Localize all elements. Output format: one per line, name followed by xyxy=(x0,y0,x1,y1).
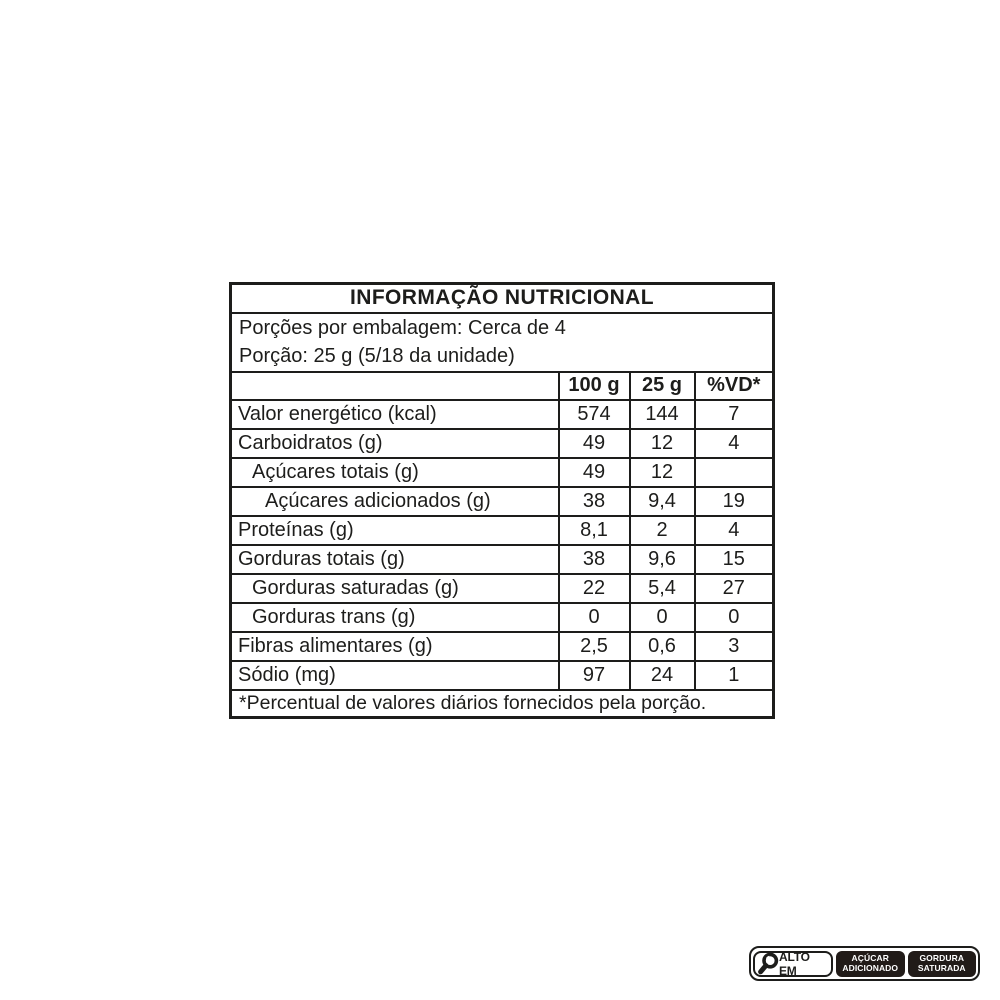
serving-size: Porção: 25 g (5/18 da unidade) xyxy=(239,345,515,367)
table-title-row: INFORMAÇÃO NUTRICIONAL xyxy=(229,282,775,314)
column-header-100g: 100 g xyxy=(557,370,631,401)
value-vd: 7 xyxy=(693,398,775,430)
value-vd: 1 xyxy=(693,659,775,691)
table-row-protein: Proteínas (g) 8,1 2 4 xyxy=(229,514,775,546)
value-100g: 2,5 xyxy=(557,630,631,662)
value-100g: 22 xyxy=(557,572,631,604)
added-sugar-line2: ADICIONADO xyxy=(842,962,899,973)
value-25g: 24 xyxy=(628,659,696,691)
serving-info-row: Porções por embalagem: Cerca de 4 Porção… xyxy=(229,311,775,373)
value-100g: 97 xyxy=(557,659,631,691)
table-row-trans-fat: Gorduras trans (g) 0 0 0 xyxy=(229,601,775,633)
column-header-vd: %VD* xyxy=(693,370,775,401)
saturated-fat-line2: SATURADA xyxy=(917,962,966,973)
nutrient-label: Açúcares totais (g) xyxy=(229,456,560,488)
column-header-row: 100 g 25 g %VD* xyxy=(229,370,775,401)
value-vd: 0 xyxy=(693,601,775,633)
value-25g: 9,6 xyxy=(628,543,696,575)
alto-em-badge: ALTO EM xyxy=(753,949,833,978)
nutrient-label: Açúcares adicionados (g) xyxy=(229,485,560,517)
value-vd: 4 xyxy=(693,427,775,459)
value-vd xyxy=(693,456,775,488)
value-25g: 12 xyxy=(628,456,696,488)
value-25g: 9,4 xyxy=(628,485,696,517)
table-row-saturated-fat: Gorduras saturadas (g) 22 5,4 27 xyxy=(229,572,775,604)
nutrient-label: Fibras alimentares (g) xyxy=(229,630,560,662)
value-25g: 2 xyxy=(628,514,696,546)
value-25g: 0,6 xyxy=(628,630,696,662)
nutrient-label: Valor energético (kcal) xyxy=(229,398,560,430)
added-sugar-line1: AÇÚCAR xyxy=(851,953,889,963)
servings-per-package: Porções por embalagem: Cerca de 4 xyxy=(239,317,566,339)
table-row-carbs: Carboidratos (g) 49 12 4 xyxy=(229,427,775,459)
nutrition-table: INFORMAÇÃO NUTRICIONAL Porções por embal… xyxy=(229,282,776,719)
magnifier-icon xyxy=(758,952,779,974)
value-vd: 4 xyxy=(693,514,775,546)
value-100g: 574 xyxy=(557,398,631,430)
value-25g: 5,4 xyxy=(628,572,696,604)
saturated-fat-tag: GORDURA SATURADA xyxy=(907,950,976,977)
column-header-empty xyxy=(229,370,560,401)
value-25g: 0 xyxy=(628,601,696,633)
value-100g: 8,1 xyxy=(557,514,631,546)
value-100g: 38 xyxy=(557,485,631,517)
table-row-added-sugars: Açúcares adicionados (g) 38 9,4 19 xyxy=(229,485,775,517)
value-100g: 49 xyxy=(557,456,631,488)
value-100g: 38 xyxy=(557,543,631,575)
nutrient-label: Proteínas (g) xyxy=(229,514,560,546)
table-row-energy: Valor energético (kcal) 574 144 7 xyxy=(229,398,775,430)
value-vd: 3 xyxy=(693,630,775,662)
nutrient-label: Gorduras totais (g) xyxy=(229,543,560,575)
value-vd: 19 xyxy=(693,485,775,517)
high-in-warning-seal: ALTO EM AÇÚCAR ADICIONADO GORDURA SATURA… xyxy=(749,946,980,981)
footnote: *Percentual de valores diários fornecido… xyxy=(229,688,775,719)
table-row-sodium: Sódio (mg) 97 24 1 xyxy=(229,659,775,691)
table-title: INFORMAÇÃO NUTRICIONAL xyxy=(229,282,775,314)
added-sugar-tag: AÇÚCAR ADICIONADO xyxy=(836,950,905,977)
nutrient-label: Gorduras saturadas (g) xyxy=(229,572,560,604)
footnote-row: *Percentual de valores diários fornecido… xyxy=(229,688,775,719)
nutrient-label: Carboidratos (g) xyxy=(229,427,560,459)
nutrition-facts-table: INFORMAÇÃO NUTRICIONAL Porções por embal… xyxy=(229,282,776,719)
value-25g: 12 xyxy=(628,427,696,459)
nutrient-label: Sódio (mg) xyxy=(229,659,560,691)
value-vd: 27 xyxy=(693,572,775,604)
column-header-25g: 25 g xyxy=(628,370,696,401)
table-row-total-sugars: Açúcares totais (g) 49 12 xyxy=(229,456,775,488)
alto-em-label: ALTO EM xyxy=(779,949,810,978)
saturated-fat-line1: GORDURA xyxy=(919,953,965,963)
table-row-total-fat: Gorduras totais (g) 38 9,6 15 xyxy=(229,543,775,575)
value-vd: 15 xyxy=(693,543,775,575)
value-100g: 0 xyxy=(557,601,631,633)
value-100g: 49 xyxy=(557,427,631,459)
value-25g: 144 xyxy=(628,398,696,430)
nutrient-label: Gorduras trans (g) xyxy=(229,601,560,633)
table-row-fiber: Fibras alimentares (g) 2,5 0,6 3 xyxy=(229,630,775,662)
